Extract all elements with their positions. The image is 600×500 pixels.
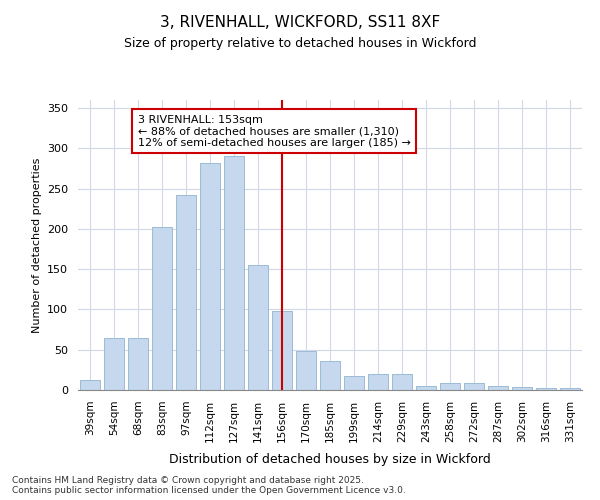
Bar bbox=[296, 352, 316, 390]
Bar bbox=[560, 388, 580, 390]
Bar bbox=[128, 338, 148, 390]
Bar bbox=[224, 156, 244, 390]
Bar bbox=[344, 376, 364, 390]
Bar bbox=[200, 163, 220, 390]
Text: 3 RIVENHALL: 153sqm
← 88% of detached houses are smaller (1,310)
12% of semi-det: 3 RIVENHALL: 153sqm ← 88% of detached ho… bbox=[138, 114, 411, 148]
Bar bbox=[512, 387, 532, 390]
Bar bbox=[152, 228, 172, 390]
Bar bbox=[536, 388, 556, 390]
Text: Size of property relative to detached houses in Wickford: Size of property relative to detached ho… bbox=[124, 38, 476, 51]
Bar bbox=[392, 374, 412, 390]
X-axis label: Distribution of detached houses by size in Wickford: Distribution of detached houses by size … bbox=[169, 453, 491, 466]
Bar bbox=[320, 361, 340, 390]
Bar bbox=[488, 386, 508, 390]
Bar bbox=[368, 374, 388, 390]
Bar bbox=[176, 195, 196, 390]
Y-axis label: Number of detached properties: Number of detached properties bbox=[32, 158, 41, 332]
Bar bbox=[248, 265, 268, 390]
Bar bbox=[272, 311, 292, 390]
Text: Contains HM Land Registry data © Crown copyright and database right 2025.
Contai: Contains HM Land Registry data © Crown c… bbox=[12, 476, 406, 495]
Bar bbox=[80, 380, 100, 390]
Bar bbox=[416, 386, 436, 390]
Bar bbox=[440, 383, 460, 390]
Bar bbox=[104, 338, 124, 390]
Text: 3, RIVENHALL, WICKFORD, SS11 8XF: 3, RIVENHALL, WICKFORD, SS11 8XF bbox=[160, 15, 440, 30]
Bar bbox=[464, 383, 484, 390]
